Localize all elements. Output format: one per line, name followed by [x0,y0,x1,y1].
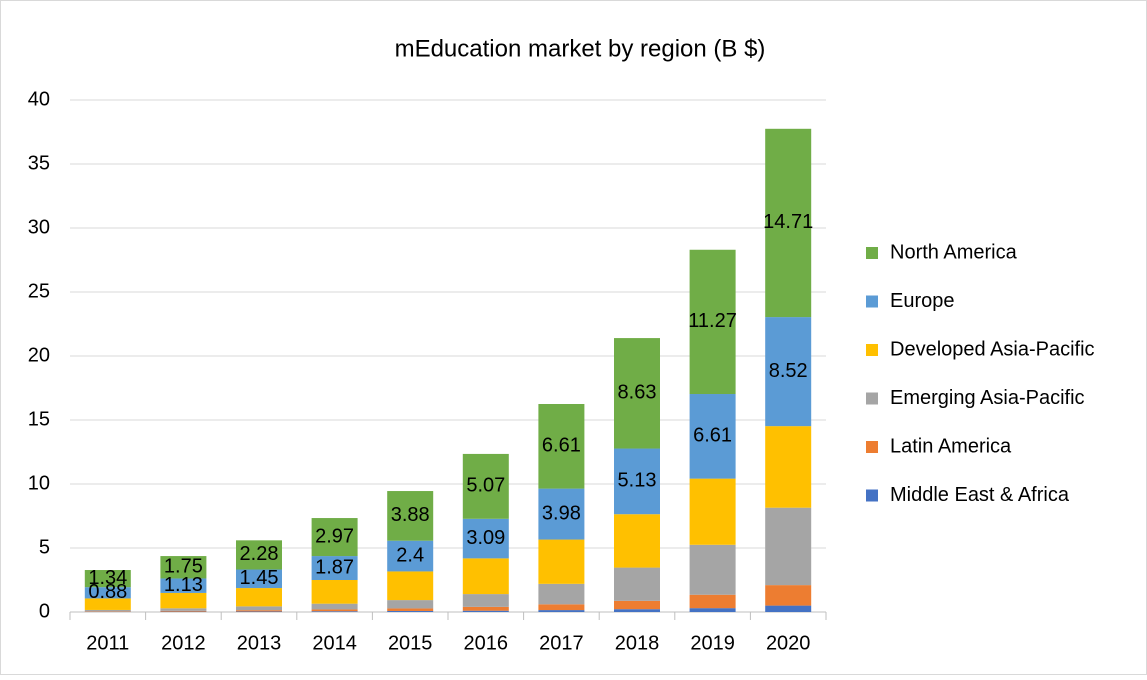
data-label: 5.07 [466,475,505,497]
data-label: 3.98 [542,502,581,524]
bar-segment [614,609,660,612]
y-tick-label: 0 [39,600,50,622]
data-label: 5.13 [618,470,657,492]
bar-segment [387,571,433,600]
bar-segment [614,601,660,609]
bar-segment [614,514,660,567]
y-tick-label: 10 [28,472,50,494]
x-tick-label: 2016 [464,632,509,654]
data-label: 6.61 [542,435,581,457]
y-tick-label: 30 [28,216,50,238]
bar-segment [85,610,131,611]
legend-label: Latin America [890,435,1012,457]
bar-segment [690,545,736,595]
legend-label: North America [890,241,1018,263]
legend-label: Europe [890,290,955,312]
x-tick-label: 2019 [690,632,735,654]
bar-segment [160,611,206,612]
data-label: 2.97 [315,525,354,547]
bar-segment [463,611,509,612]
bar-segment [765,585,811,605]
legend-label: Middle East & Africa [890,484,1070,506]
bar-segment [538,610,584,612]
bar-segment [538,584,584,604]
bar-segment [85,611,131,612]
bar-segment [387,611,433,612]
legend-label: Developed Asia-Pacific [890,338,1095,360]
legend-swatch [866,344,878,356]
bar-segment [312,580,358,604]
bar-segment [160,608,206,611]
y-tick-label: 5 [39,536,50,558]
x-tick-label: 2017 [539,632,584,654]
data-label: 1.45 [240,567,279,589]
data-label: 2.28 [240,543,279,565]
bar-segment [463,607,509,611]
data-label: 1.87 [315,556,354,578]
bar-segment [765,426,811,508]
bar-segment [312,609,358,611]
legend-swatch [866,296,878,308]
y-tick-label: 40 [28,88,50,110]
bar-segment [463,594,509,607]
bar-segment [765,508,811,585]
bar-segment [538,604,584,610]
bar-segment [236,611,282,612]
x-tick-label: 2012 [161,632,206,654]
bar-segment [690,595,736,608]
x-tick-label: 2011 [86,632,129,654]
y-tick-label: 15 [28,408,50,430]
y-tick-label: 35 [28,152,50,174]
legend-label: Emerging Asia-Pacific [890,387,1085,409]
x-tick-label: 2015 [388,632,433,654]
data-label: 3.09 [466,527,505,549]
chart-title: mEducation market by region (B $) [395,35,766,62]
x-tick-label: 2018 [615,632,660,654]
data-label: 14.71 [763,211,813,233]
legend-swatch [866,490,878,502]
bar-segment [236,606,282,610]
data-label: 1.75 [164,556,203,578]
bar-segment [236,610,282,611]
bar-segment [236,588,282,606]
data-label: 11.27 [688,310,737,332]
y-tick-label: 25 [28,280,50,302]
bar-segment [614,568,660,601]
bar-segment [387,600,433,608]
bar-segment [765,606,811,612]
bar-segment [387,608,433,611]
y-tick-label: 20 [28,344,50,366]
x-tick-label: 2020 [766,632,811,654]
data-label: 1.34 [88,567,127,589]
x-tick-label: 2013 [237,632,282,654]
bar-segment [690,479,736,545]
x-tick-label: 2014 [312,632,357,654]
bar-segment [463,558,509,594]
bar-segment [312,611,358,612]
data-label: 8.63 [618,382,657,404]
legend-swatch [866,247,878,259]
legend-swatch [866,393,878,405]
data-label: 2.4 [396,544,424,566]
legend-swatch [866,441,878,453]
data-label: 3.88 [391,504,430,526]
data-label: 8.52 [769,360,808,382]
bar-segment [312,604,358,610]
bar-segment [538,540,584,584]
data-label: 6.61 [693,425,732,447]
bar-segment [690,608,736,612]
